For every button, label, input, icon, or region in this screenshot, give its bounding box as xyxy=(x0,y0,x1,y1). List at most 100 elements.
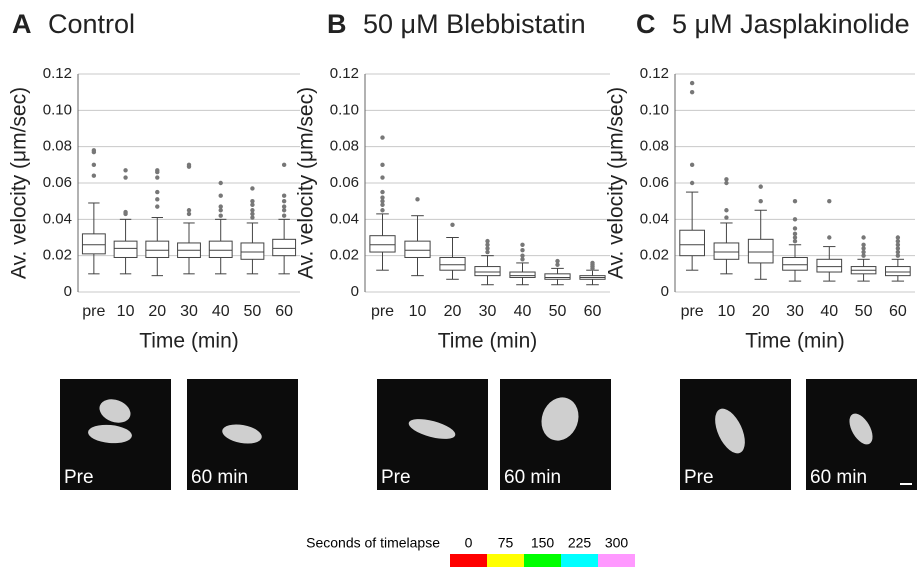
x-tick-label: 30 xyxy=(786,303,804,320)
box-plot xyxy=(816,198,843,282)
box-plot xyxy=(145,168,170,277)
outlier xyxy=(281,204,287,209)
outlier xyxy=(380,208,385,213)
x-tick-label: pre xyxy=(681,303,704,320)
outlier xyxy=(520,253,525,258)
micrograph-label: 60 min xyxy=(191,467,248,488)
outlier xyxy=(555,258,560,264)
outlier xyxy=(827,235,832,240)
legend-swatch xyxy=(450,554,487,567)
legend-tick-label: 225 xyxy=(568,535,592,551)
box xyxy=(885,266,911,277)
outlier xyxy=(520,242,525,247)
x-tick-label: 50 xyxy=(244,303,262,320)
x-tick-label: 20 xyxy=(148,303,166,320)
y-tick-label: 0.12 xyxy=(43,65,72,82)
micrograph-label: 60 min xyxy=(810,467,867,488)
micrograph-label: Pre xyxy=(381,467,411,488)
outlier xyxy=(380,198,385,204)
y-tick-label: 0.08 xyxy=(43,138,72,155)
box-plot xyxy=(81,148,106,275)
x-tick-label: 10 xyxy=(718,303,736,320)
outlier xyxy=(281,193,287,198)
panel-letter: C xyxy=(636,9,656,39)
outlier xyxy=(218,204,223,209)
box xyxy=(208,240,233,258)
box xyxy=(145,240,170,258)
outlier xyxy=(724,215,729,220)
y-tick-label: 0 xyxy=(64,283,72,300)
outlier xyxy=(485,246,490,251)
y-tick-label: 0.04 xyxy=(330,210,359,227)
box xyxy=(369,235,396,253)
outlier xyxy=(250,211,255,217)
outlier xyxy=(186,211,192,217)
legend-swatch xyxy=(598,554,635,567)
outlier xyxy=(724,180,729,186)
outlier xyxy=(485,242,490,247)
x-tick-label: 60 xyxy=(889,303,907,320)
outlier xyxy=(123,168,128,173)
x-tick-label: pre xyxy=(371,303,394,320)
outlier xyxy=(485,249,490,255)
box xyxy=(113,240,138,258)
outlier xyxy=(218,180,223,186)
box-plot xyxy=(439,222,466,280)
outlier xyxy=(861,235,866,240)
box-plot xyxy=(404,197,431,277)
y-tick-label: 0.02 xyxy=(330,247,359,264)
outlier xyxy=(91,162,97,168)
outlier xyxy=(895,235,901,240)
y-tick-label: 0.08 xyxy=(640,138,669,155)
outlier xyxy=(792,226,798,231)
cell xyxy=(408,419,456,439)
box xyxy=(240,242,265,260)
outlier xyxy=(758,184,763,189)
box-plot xyxy=(544,258,571,286)
outlier xyxy=(895,246,901,251)
outlier xyxy=(861,249,866,255)
box-plot xyxy=(369,135,396,271)
box-plot xyxy=(113,168,138,275)
outlier xyxy=(250,198,255,204)
outlier xyxy=(91,173,97,178)
outlier xyxy=(689,80,695,86)
legend-tick-label: 150 xyxy=(531,535,555,551)
y-tick-label: 0.04 xyxy=(640,210,669,227)
outlier xyxy=(689,180,695,186)
outlier xyxy=(380,162,385,168)
box-plot xyxy=(208,180,233,275)
x-axis-label: Time (min) xyxy=(745,330,845,353)
box xyxy=(747,238,774,264)
cell xyxy=(541,397,579,441)
y-tick-label: 0.10 xyxy=(640,101,669,118)
legend-swatch xyxy=(561,554,598,567)
x-axis-label: Time (min) xyxy=(438,330,538,353)
box-plot xyxy=(272,162,297,275)
box-plot xyxy=(240,186,265,275)
box-plot xyxy=(177,162,201,275)
x-tick-label: 60 xyxy=(584,303,602,320)
outlier xyxy=(91,148,97,153)
legend-tick-label: 0 xyxy=(465,535,473,551)
box xyxy=(816,258,843,273)
outlier xyxy=(250,215,255,220)
y-axis-label: Av. velocity (μm/sec) xyxy=(8,87,31,279)
cell xyxy=(849,413,873,445)
box-plot xyxy=(679,80,705,271)
box xyxy=(272,238,297,257)
y-tick-label: 0.08 xyxy=(330,138,359,155)
outlier xyxy=(861,242,866,247)
outlier xyxy=(186,208,192,213)
outlier xyxy=(380,189,385,195)
box-plot xyxy=(782,198,808,282)
legend-tick-label: 75 xyxy=(498,535,514,551)
outlier xyxy=(281,208,287,213)
legend-swatch xyxy=(524,554,561,567)
outlier xyxy=(250,202,255,207)
outlier xyxy=(861,246,866,251)
box-plot xyxy=(509,242,536,286)
outlier xyxy=(895,242,901,247)
panel-title: 50 μM Blebbistatin xyxy=(363,9,586,39)
outlier xyxy=(590,260,595,266)
